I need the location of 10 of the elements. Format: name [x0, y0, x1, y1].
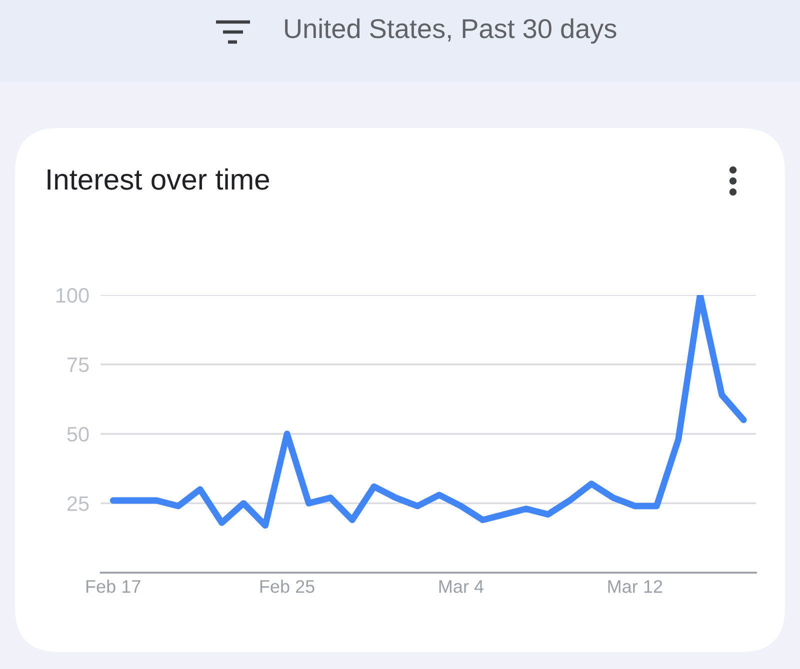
x-tick-label: Mar 4 [439, 580, 484, 593]
x-tick-label: Mar 12 [608, 580, 662, 593]
y-tick-label: 75 [67, 358, 89, 372]
y-tick-label: 50 [67, 426, 89, 442]
x-tick-label: Feb 17 [86, 580, 140, 593]
y-tick-label: 25 [67, 496, 89, 512]
x-tick-label: Feb 25 [260, 580, 314, 593]
y-tick-label: 100 [56, 288, 89, 303]
chart-title: Interest over time [48, 168, 270, 190]
chart-subtitle: United States, Past 30 days [285, 18, 616, 44]
